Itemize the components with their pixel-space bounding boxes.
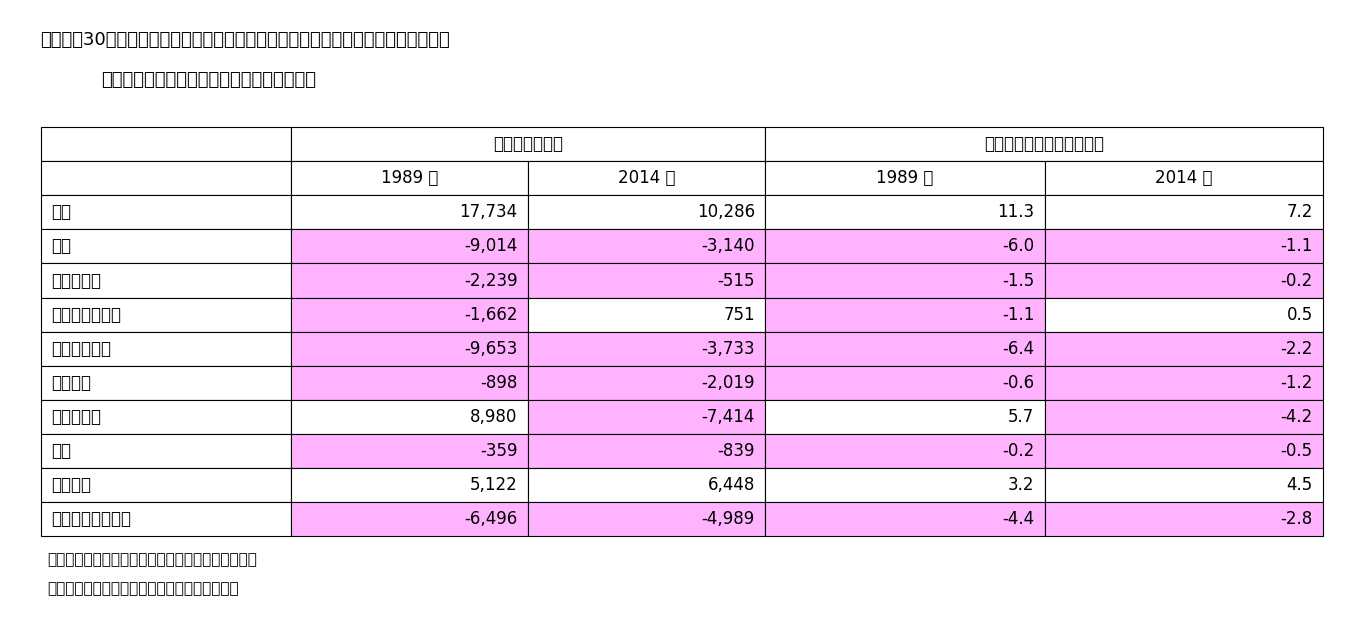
Text: -3,733: -3,733 [701, 340, 755, 358]
Text: -2.8: -2.8 [1281, 510, 1312, 528]
Text: 17,734: 17,734 [459, 203, 517, 221]
Text: -1.1: -1.1 [1280, 237, 1312, 255]
Text: -9,653: -9,653 [464, 340, 517, 358]
Text: 教育: 教育 [51, 442, 70, 460]
Text: 1989 年: 1989 年 [381, 169, 437, 187]
Text: 食料: 食料 [51, 203, 70, 221]
Text: -9,014: -9,014 [464, 237, 517, 255]
Text: 消費支出に占める割合の差: 消費支出に占める割合の差 [984, 135, 1104, 153]
Text: -4,989: -4,989 [702, 510, 755, 528]
Text: 被服及び履物: 被服及び履物 [51, 340, 111, 358]
Text: -839: -839 [717, 442, 755, 460]
Text: 3.2: 3.2 [1008, 476, 1034, 494]
Text: 10,286: 10,286 [697, 203, 755, 221]
Text: 教養娯楽: 教養娯楽 [51, 476, 90, 494]
Text: 5.7: 5.7 [1008, 408, 1034, 426]
Text: -359: -359 [481, 442, 517, 460]
Text: -6,496: -6,496 [464, 510, 517, 528]
Text: -3,140: -3,140 [702, 237, 755, 255]
Text: 家具・家事用品: 家具・家事用品 [51, 306, 120, 324]
Text: 11.3: 11.3 [998, 203, 1034, 221]
Text: -6.4: -6.4 [1002, 340, 1034, 358]
Text: -1.5: -1.5 [1002, 272, 1034, 290]
Text: 保健医療: 保健医療 [51, 374, 90, 392]
Text: -4.4: -4.4 [1002, 510, 1034, 528]
Text: -1,662: -1,662 [464, 306, 517, 324]
Text: 0.5: 0.5 [1287, 306, 1312, 324]
Text: 5,122: 5,122 [470, 476, 517, 494]
Text: 6,448: 6,448 [707, 476, 755, 494]
Text: （男性の値から女性の値を差し引いたもの）: （男性の値から女性の値を差し引いたもの） [101, 71, 316, 89]
Text: 8,980: 8,980 [470, 408, 517, 426]
Text: -515: -515 [717, 272, 755, 290]
Text: -7,414: -7,414 [702, 408, 755, 426]
Text: その他の消費支出: その他の消費支出 [51, 510, 131, 528]
Text: -0.6: -0.6 [1002, 374, 1034, 392]
Text: -0.2: -0.2 [1281, 272, 1312, 290]
Text: -898: -898 [481, 374, 517, 392]
Text: -0.2: -0.2 [1002, 442, 1034, 460]
Text: 図表４　30歳未満の単身勤労者世帯の消費支出額と消費支出に占める割合の男女差: 図表４ 30歳未満の単身勤労者世帯の消費支出額と消費支出に占める割合の男女差 [40, 31, 451, 49]
Text: -2.2: -2.2 [1280, 340, 1312, 358]
Text: 1989 年: 1989 年 [876, 169, 934, 187]
Text: 住居: 住居 [51, 237, 70, 255]
Text: （資料）総務省「全国消費実態調査」から作成: （資料）総務省「全国消費実態調査」から作成 [47, 582, 239, 596]
Text: -2,019: -2,019 [702, 374, 755, 392]
Text: 交通・通信: 交通・通信 [51, 408, 101, 426]
Text: -6.0: -6.0 [1002, 237, 1034, 255]
Text: 4.5: 4.5 [1287, 476, 1312, 494]
Text: -2,239: -2,239 [464, 272, 517, 290]
Text: （注）男性の値を女性の値が上回るものに網掛け。: （注）男性の値を女性の値が上回るものに網掛け。 [47, 552, 256, 567]
Text: -0.5: -0.5 [1281, 442, 1312, 460]
Text: -1.1: -1.1 [1002, 306, 1034, 324]
Text: 751: 751 [724, 306, 755, 324]
Text: -1.2: -1.2 [1280, 374, 1312, 392]
Text: 7.2: 7.2 [1287, 203, 1312, 221]
Text: -4.2: -4.2 [1281, 408, 1312, 426]
Text: 光熱・水道: 光熱・水道 [51, 272, 101, 290]
Text: 消費支出額の差: 消費支出額の差 [493, 135, 563, 153]
Text: 2014 年: 2014 年 [618, 169, 675, 187]
Text: 2014 年: 2014 年 [1156, 169, 1212, 187]
